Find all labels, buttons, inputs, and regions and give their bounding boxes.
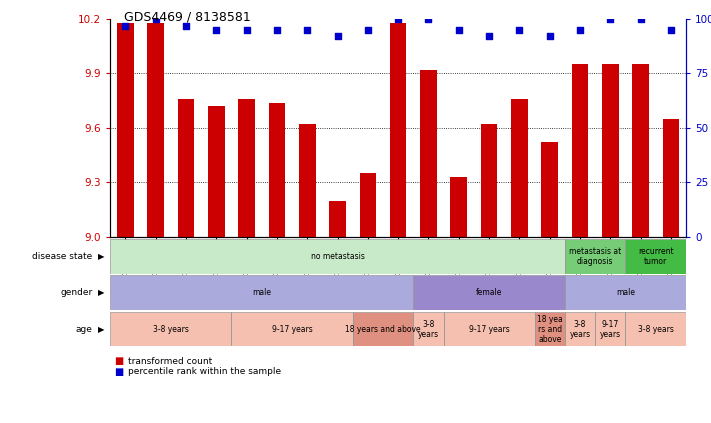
Bar (541, 143, 558, 237)
Bar (413, 275, 565, 310)
Text: male: male (616, 288, 635, 297)
Bar (413, 312, 444, 346)
Bar (147, 23, 164, 237)
Point (362, 27, 373, 33)
Text: transformed count: transformed count (128, 357, 212, 366)
Text: female: female (476, 288, 502, 297)
Bar (663, 119, 679, 237)
Text: gender: gender (60, 288, 92, 297)
Point (119, 22, 131, 29)
Bar (110, 312, 232, 346)
Text: ■: ■ (114, 356, 123, 366)
Text: 3-8
years: 3-8 years (570, 319, 591, 339)
Bar (572, 64, 589, 237)
Text: 9-17 years: 9-17 years (469, 324, 510, 334)
Bar (602, 64, 619, 237)
Bar (595, 312, 626, 346)
Bar (232, 312, 353, 346)
Point (423, 16, 434, 22)
Point (301, 27, 313, 33)
Bar (511, 99, 528, 237)
Text: 18 yea
rs and
above: 18 yea rs and above (537, 315, 562, 343)
Bar (110, 275, 413, 310)
Text: ▶: ▶ (98, 252, 105, 261)
Point (392, 16, 404, 22)
Text: ■: ■ (114, 367, 123, 377)
Point (483, 33, 495, 40)
Text: 3-8 years: 3-8 years (153, 324, 188, 334)
Point (210, 27, 222, 33)
Text: age: age (75, 324, 92, 334)
Point (181, 22, 192, 29)
Text: percentile rank within the sample: percentile rank within the sample (128, 367, 281, 376)
Text: 9-17
years: 9-17 years (600, 319, 621, 339)
Bar (117, 23, 134, 237)
Point (635, 16, 646, 22)
Bar (444, 312, 535, 346)
Point (241, 27, 252, 33)
Bar (565, 239, 626, 274)
Text: male: male (252, 288, 272, 297)
Point (271, 27, 282, 33)
Bar (238, 99, 255, 237)
Bar (420, 70, 437, 237)
Text: ▶: ▶ (98, 288, 105, 297)
Point (574, 27, 586, 33)
Point (544, 33, 555, 40)
Text: ▶: ▶ (98, 324, 105, 334)
Bar (360, 173, 376, 237)
Bar (626, 239, 686, 274)
Bar (329, 201, 346, 237)
Text: disease state: disease state (32, 252, 92, 261)
Bar (390, 23, 407, 237)
Bar (353, 312, 413, 346)
Bar (269, 102, 285, 237)
Text: 3-8
years: 3-8 years (418, 319, 439, 339)
Bar (451, 177, 467, 237)
Point (604, 16, 616, 22)
Bar (299, 124, 316, 237)
Text: 3-8 years: 3-8 years (638, 324, 674, 334)
Text: no metastasis: no metastasis (311, 252, 365, 261)
Text: recurrent
tumor: recurrent tumor (638, 247, 673, 266)
Point (514, 27, 525, 33)
Bar (208, 106, 225, 237)
Text: metastasis at
diagnosis: metastasis at diagnosis (569, 247, 621, 266)
Text: 9-17 years: 9-17 years (272, 324, 312, 334)
Bar (565, 275, 686, 310)
Point (665, 27, 677, 33)
Point (453, 27, 464, 33)
Text: GDS4469 / 8138581: GDS4469 / 8138581 (124, 11, 251, 24)
Bar (110, 239, 565, 274)
Text: 18 years and above: 18 years and above (346, 324, 421, 334)
Bar (626, 312, 686, 346)
Bar (632, 64, 649, 237)
Point (150, 16, 161, 22)
Point (332, 33, 343, 40)
Bar (178, 99, 194, 237)
Bar (565, 312, 595, 346)
Bar (535, 312, 565, 346)
Bar (481, 124, 498, 237)
